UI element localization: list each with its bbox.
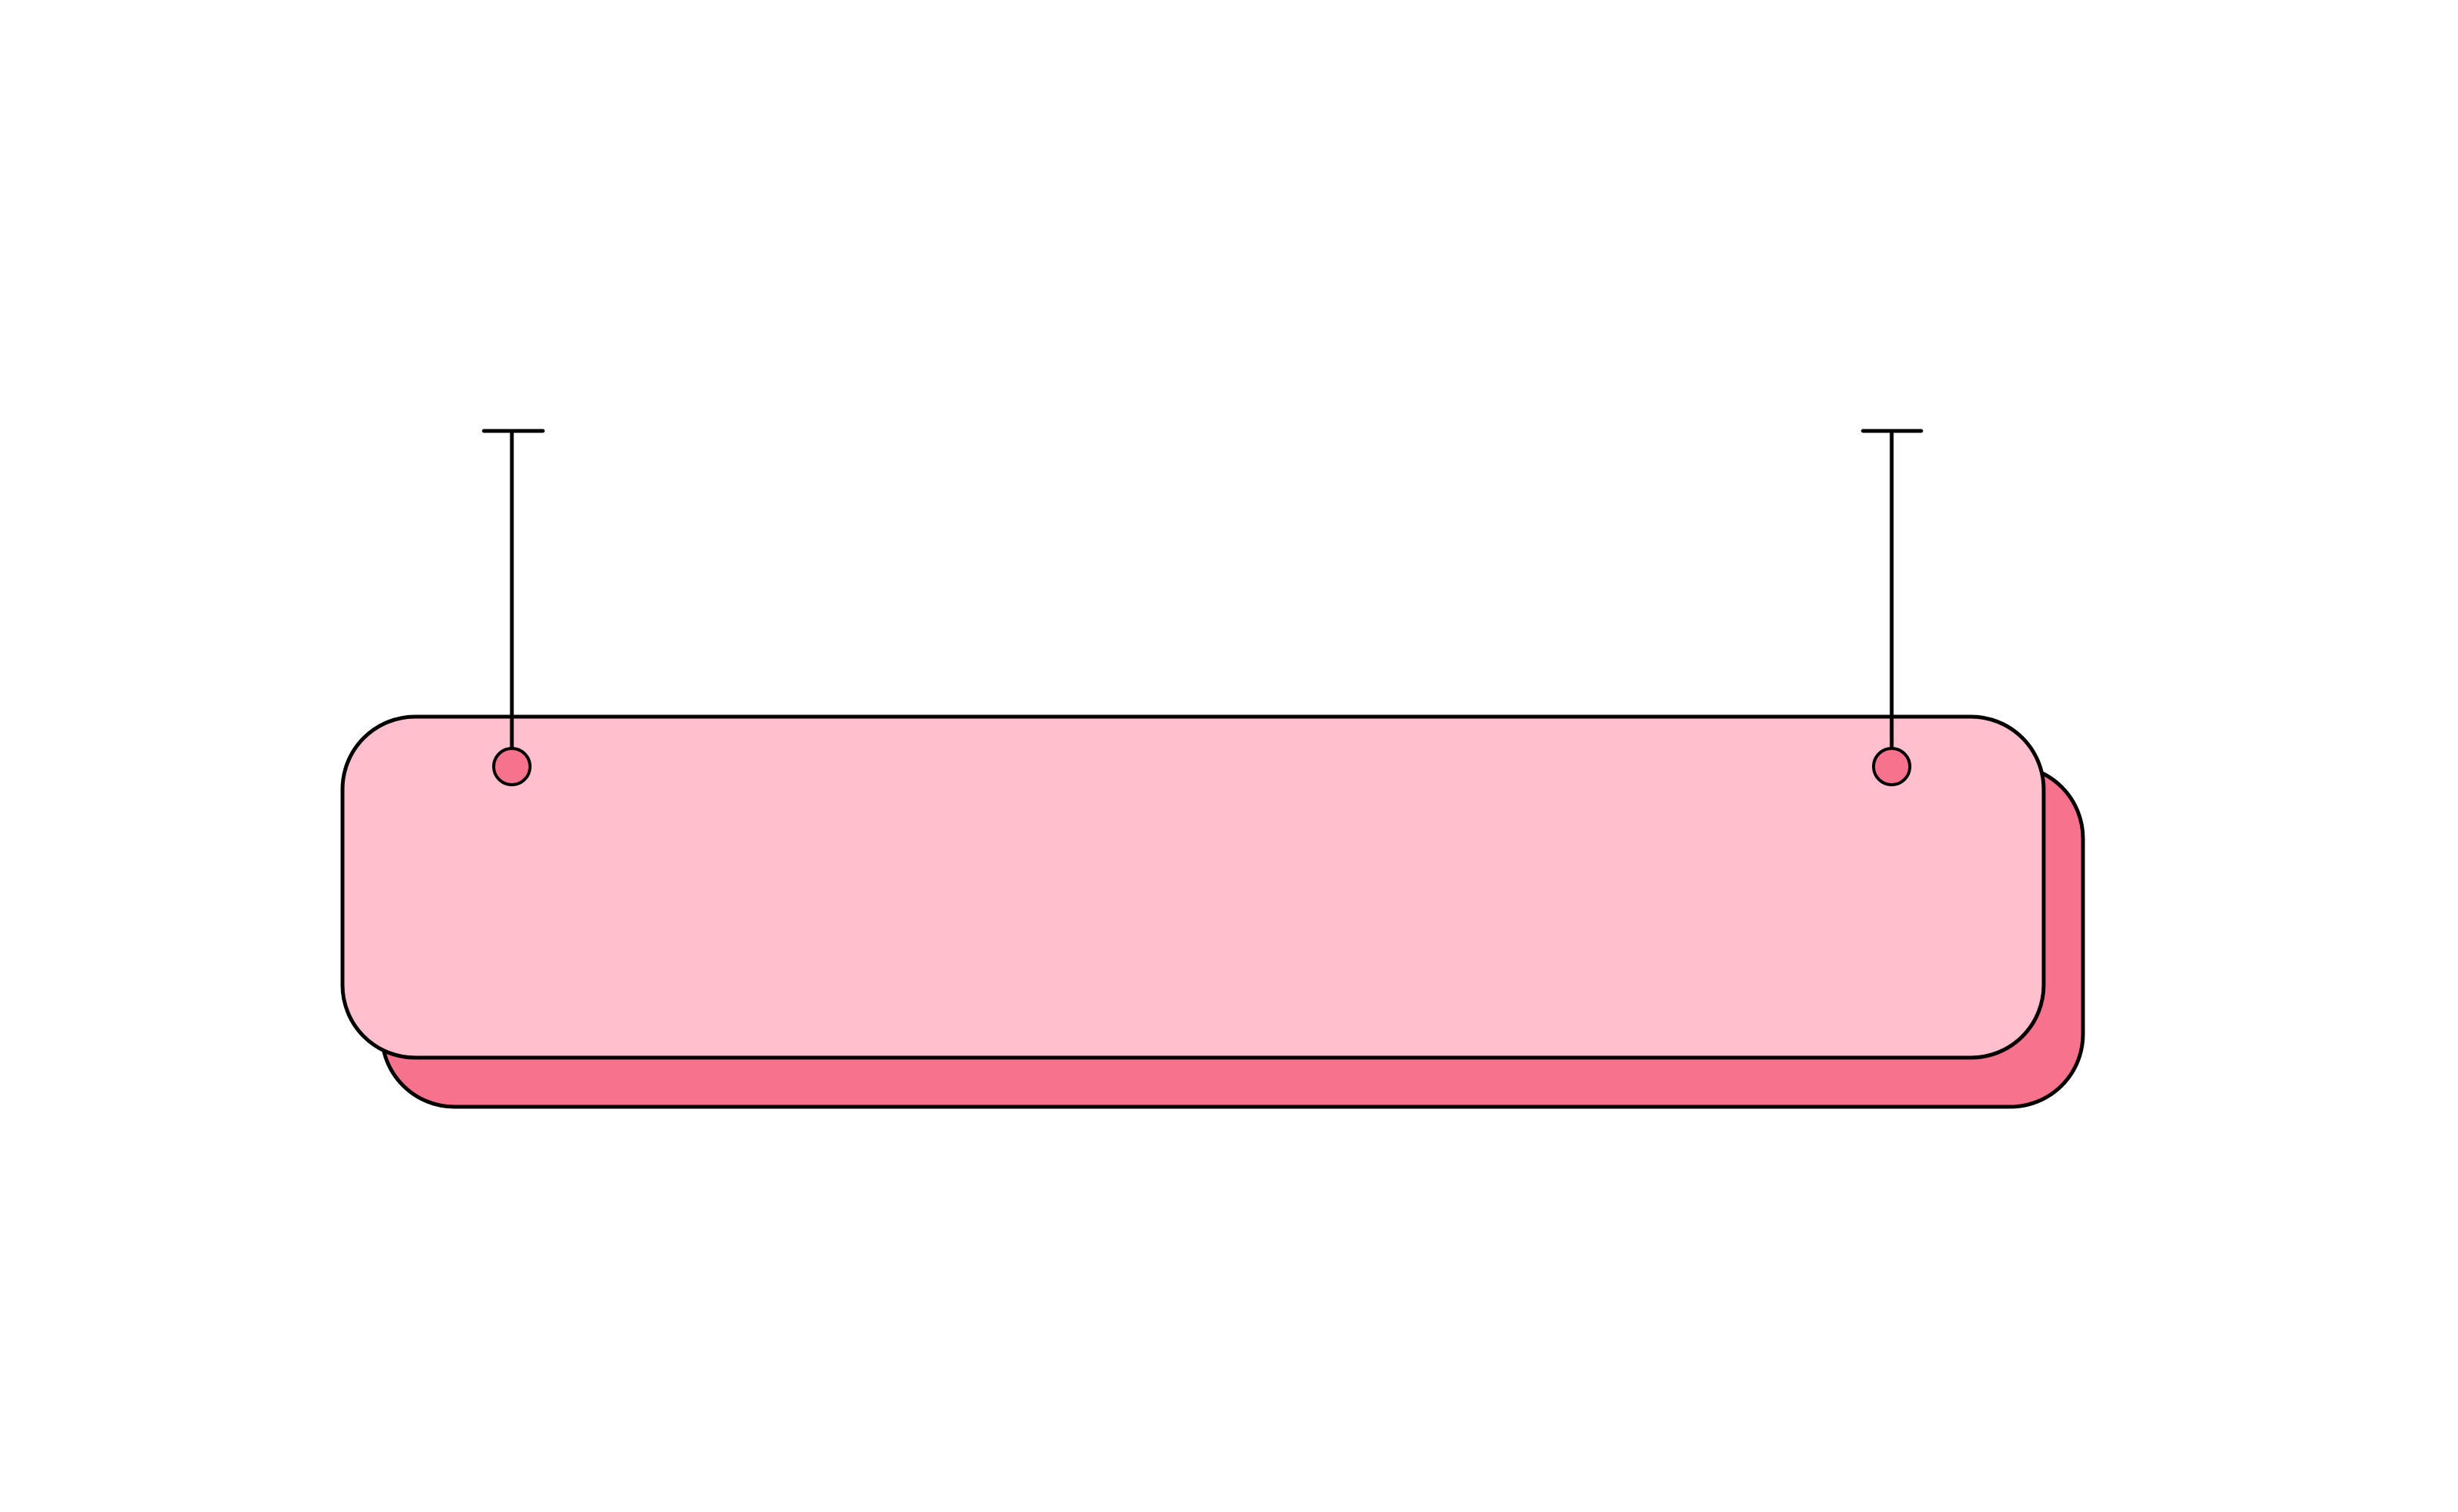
left-hanger-hole <box>492 747 532 786</box>
right-hanger-hole <box>1872 747 1911 786</box>
sign-front-plate <box>340 714 2046 1060</box>
right-hanger <box>1861 429 1923 786</box>
left-hanger <box>482 429 545 786</box>
